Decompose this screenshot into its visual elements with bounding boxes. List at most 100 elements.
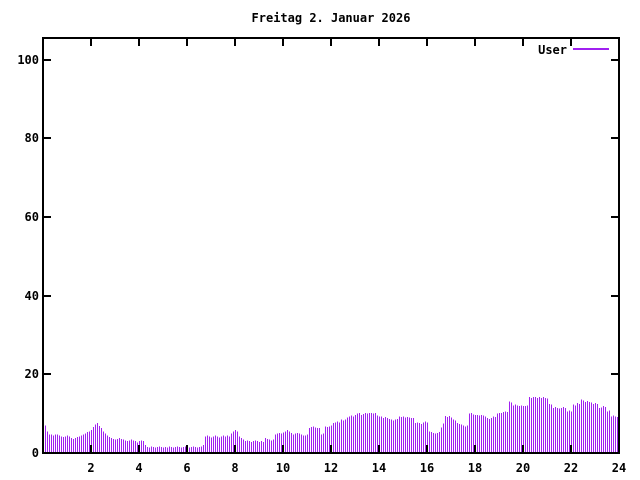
impulse-bar — [547, 398, 548, 453]
impulse-bar — [267, 438, 268, 453]
impulse-bar — [403, 416, 404, 453]
impulse-bar — [61, 436, 62, 453]
impulse-bar — [429, 431, 430, 453]
impulse-bar — [585, 401, 586, 453]
impulse-bar — [325, 426, 326, 453]
impulse-bar — [583, 400, 584, 453]
impulse-bar — [115, 439, 116, 453]
impulse-bar — [415, 423, 416, 453]
impulse-bar — [569, 410, 570, 453]
impulse-bar — [591, 402, 592, 453]
impulse-bar — [311, 427, 312, 453]
impulse-bar — [519, 406, 520, 453]
impulse-bar — [453, 419, 454, 453]
impulse-bar — [389, 418, 390, 453]
y-tick-label: 100 — [17, 53, 39, 67]
impulse-bar — [487, 417, 488, 453]
impulse-bar — [385, 417, 386, 453]
impulse-bar — [417, 422, 418, 453]
impulse-bar — [605, 406, 606, 453]
impulse-bar — [273, 439, 274, 453]
impulse-bar — [251, 441, 252, 453]
impulse-bar — [297, 432, 298, 453]
impulse-bar — [611, 416, 612, 453]
impulse-bar — [261, 441, 262, 453]
impulse-bar — [111, 438, 112, 453]
impulse-bar — [343, 420, 344, 453]
impulse-bar — [465, 426, 466, 453]
impulse-bar — [607, 411, 608, 453]
impulse-bar — [409, 417, 410, 453]
impulse-bar — [199, 447, 200, 453]
impulse-bar — [289, 431, 290, 453]
impulse-bar — [169, 446, 170, 453]
impulse-bar — [447, 416, 448, 453]
impulse-bar — [517, 405, 518, 453]
impulse-bar — [491, 417, 492, 453]
impulse-bar — [213, 436, 214, 453]
y-tick-label: 0 — [31, 446, 39, 460]
impulse-bar — [537, 397, 538, 453]
y-tick-label: 20 — [24, 367, 39, 381]
impulse-bar — [315, 427, 316, 453]
impulse-bar — [313, 426, 314, 453]
impulse-bar — [79, 436, 80, 453]
impulse-bar — [181, 447, 182, 453]
impulse-bar — [523, 406, 524, 453]
impulse-bar — [413, 417, 414, 453]
impulse-bar — [299, 433, 300, 453]
impulse-bar — [223, 435, 224, 453]
plot-frame — [42, 37, 620, 454]
impulse-bar — [173, 447, 174, 453]
impulse-bar — [119, 438, 120, 453]
impulse-bar — [303, 435, 304, 453]
impulse-bar — [219, 437, 220, 453]
impulse-bar — [513, 405, 514, 453]
impulse-bar — [449, 416, 450, 453]
impulse-bar — [89, 431, 90, 453]
impulse-bar — [183, 447, 184, 453]
impulse-bar — [131, 439, 132, 453]
impulse-bar — [545, 397, 546, 453]
x-tick-label: 12 — [323, 461, 339, 475]
impulse-bar — [203, 445, 204, 453]
impulse-bar — [159, 446, 160, 453]
chart-title: Freitag 2. Januar 2026 — [251, 11, 411, 25]
impulse-bar — [507, 412, 508, 453]
impulse-bar — [341, 419, 342, 453]
impulse-bar — [117, 438, 118, 453]
x-tick-label: 4 — [135, 461, 143, 475]
legend-line-sample — [573, 48, 609, 50]
impulse-bar — [329, 426, 330, 453]
impulse-bar — [201, 446, 202, 453]
impulse-bar — [247, 440, 248, 453]
impulse-bar — [259, 441, 260, 453]
x-tick-label: 10 — [275, 461, 291, 475]
impulse-bar — [603, 406, 604, 453]
impulse-bar — [475, 414, 476, 453]
impulse-bar — [337, 421, 338, 453]
impulse-bar — [283, 432, 284, 453]
impulse-bar — [125, 440, 126, 453]
impulse-bar — [193, 446, 194, 453]
impulse-bar — [589, 401, 590, 453]
impulse-bar — [263, 441, 264, 453]
impulse-bar — [481, 414, 482, 453]
impulse-bar — [265, 438, 266, 453]
impulse-bar — [485, 416, 486, 453]
impulse-bar — [123, 439, 124, 453]
impulse-bar — [45, 425, 46, 453]
impulse-bar — [327, 427, 328, 453]
impulse-bar — [553, 407, 554, 453]
impulse-bar — [207, 435, 208, 453]
impulse-bar — [387, 417, 388, 453]
impulse-bar — [397, 418, 398, 453]
impulse-bar — [399, 416, 400, 453]
impulse-bar — [565, 407, 566, 453]
y-tick-label: 80 — [24, 131, 39, 145]
impulse-bar — [567, 411, 568, 453]
impulse-bar — [195, 447, 196, 453]
impulse-bar — [237, 431, 238, 453]
